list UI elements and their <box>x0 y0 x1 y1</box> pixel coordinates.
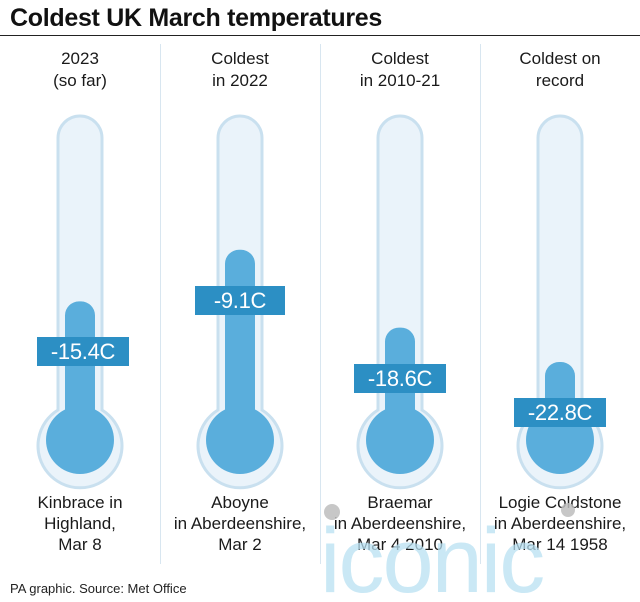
source-note: PA graphic. Source: Met Office <box>10 581 187 596</box>
location-label-line: Braemar <box>367 493 433 512</box>
temperature-value-label: -22.8C <box>514 398 606 427</box>
column-divider <box>320 44 321 564</box>
temperature-value-label: -15.4C <box>37 337 129 367</box>
thermometer-column: Coldest in 2010-21 -18.6C Braemar in Aberdee… <box>320 36 480 566</box>
thermometer-bulb <box>46 406 114 474</box>
watermark-text: iconic <box>320 510 543 600</box>
thermometer-column: Coldest in 2022 -9.1C Aboyne in Aberdeenshir… <box>160 36 320 566</box>
column-header-line: (so far) <box>53 71 107 90</box>
column-header-line: record <box>535 71 585 90</box>
iconic-watermark: iconic <box>320 503 575 600</box>
temperature-bar <box>65 301 95 440</box>
chart-title: Coldest UK March temperatures <box>10 4 382 32</box>
location-label-line: Kinbrace in <box>37 493 123 512</box>
location-label-line: in Aberdeenshire, <box>173 514 307 533</box>
location-label: Aboyne in Aberdeenshire, Mar 2 <box>160 492 320 555</box>
thermometer-column: 2023 (so far) -15.4C Kinbrace in Highland, Ma… <box>0 36 160 566</box>
column-header-line: 2023 <box>61 49 99 68</box>
location-label-line: in Aberdeenshire, <box>333 514 467 533</box>
temperature-value-label: -9.1C <box>195 285 285 315</box>
column-header-line: in 2010-21 <box>359 71 441 90</box>
column-header-line: Coldest <box>371 49 429 68</box>
location-label-line: Mar 8 <box>58 535 102 554</box>
location-label-line: Mar 14 1958 <box>512 535 608 554</box>
column-header-line: in 2022 <box>212 71 268 90</box>
location-label-line: Logie Coldstone <box>498 493 622 512</box>
location-label: Logie Coldstone in Aberdeenshire, Mar 14 1… <box>480 492 640 555</box>
location-label-line: Highland, <box>44 514 116 533</box>
column-header: Coldest on record <box>480 48 640 92</box>
column-header: Coldest in 2022 <box>160 48 320 92</box>
thermometer-tube <box>516 114 604 490</box>
location-label-line: Mar 4 2010 <box>357 535 443 554</box>
thermometer-icon <box>356 114 444 490</box>
title-rule <box>0 35 640 36</box>
thermometer-icon <box>36 114 124 490</box>
column-header: Coldest in 2010-21 <box>320 48 480 92</box>
thermometer-column: Coldest on record -22.8C Logie Coldstone in … <box>480 36 640 566</box>
thermometer-icon <box>196 114 284 490</box>
column-divider <box>480 44 481 564</box>
column-header-line: Coldest on <box>519 49 601 68</box>
column-header-line: Coldest <box>211 49 269 68</box>
thermometer-icon <box>516 114 604 490</box>
thermometer-bulb <box>206 406 274 474</box>
location-label-line: Aboyne <box>211 493 269 512</box>
column-divider <box>160 44 161 564</box>
location-label: Braemar in Aberdeenshire, Mar 4 2010 <box>320 492 480 555</box>
location-label-line: Mar 2 <box>218 535 262 554</box>
thermometer-tube <box>356 114 444 490</box>
location-label-line: in Aberdeenshire, <box>493 514 627 533</box>
column-header: 2023 (so far) <box>0 48 160 92</box>
location-label: Kinbrace in Highland, Mar 8 <box>0 492 160 555</box>
thermometer-bulb <box>366 406 434 474</box>
temperature-value-label: -18.6C <box>354 363 446 393</box>
